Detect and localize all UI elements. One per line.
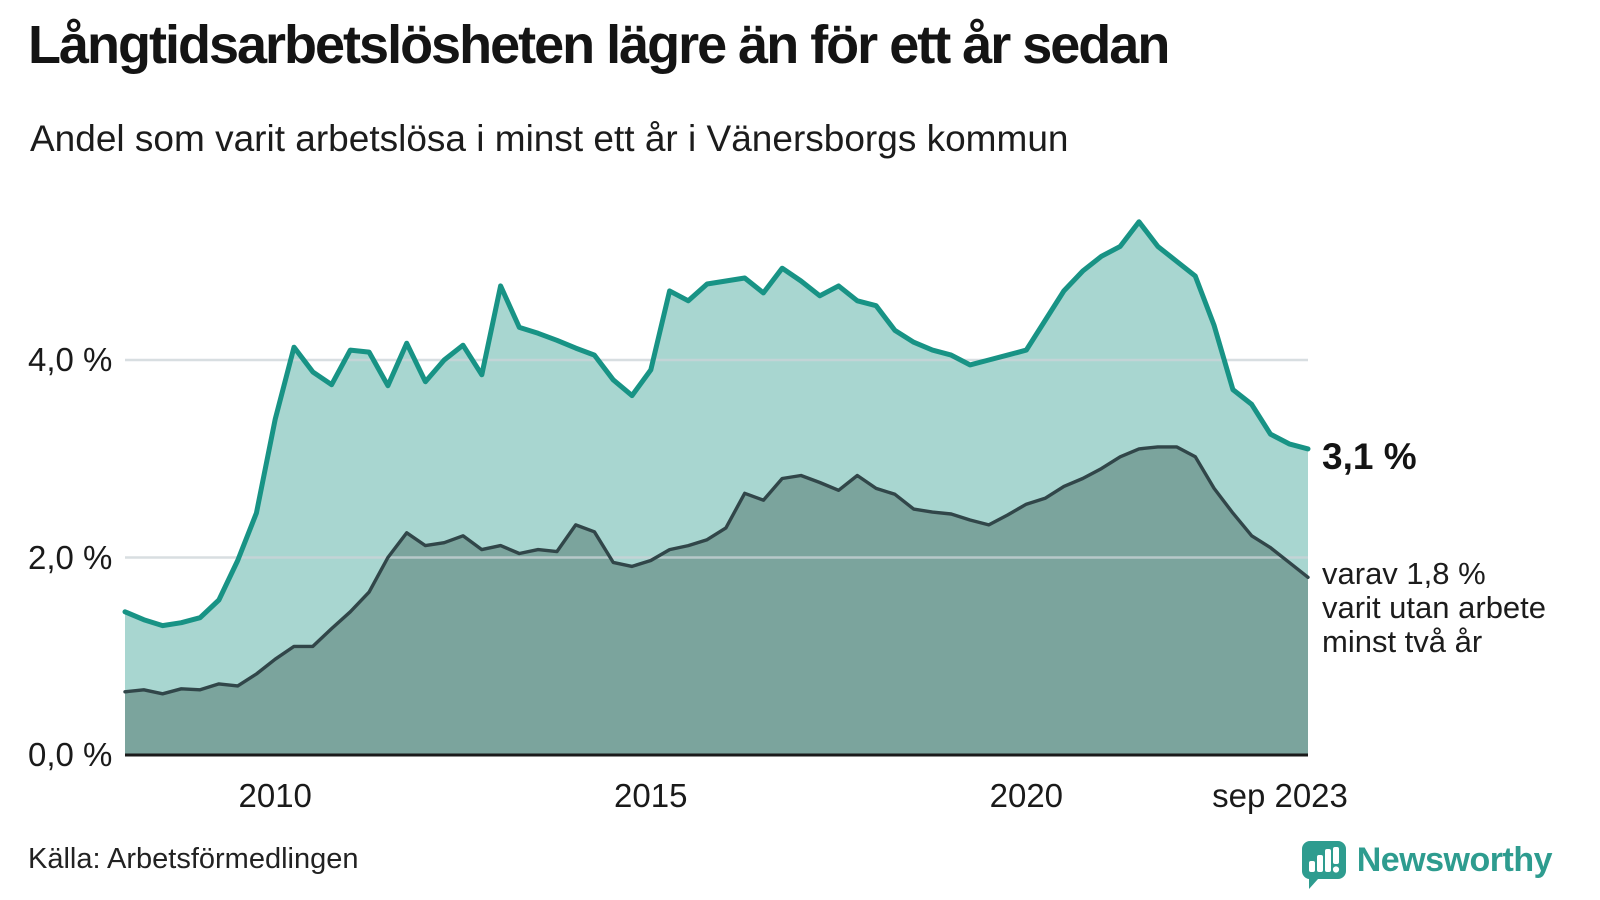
x-axis-label-2010: 2010 xyxy=(238,777,312,814)
y-axis-label-4: 4,0 % xyxy=(28,341,113,378)
x-axis-label-2015: 2015 xyxy=(614,777,688,814)
newsworthy-logo: Newsworthy xyxy=(1301,840,1553,890)
series-two-year-line xyxy=(123,445,1310,696)
newsworthy-bubble-chart-icon xyxy=(1301,841,1346,889)
newsworthy-wordmark: Newsworthy xyxy=(1356,841,1553,879)
secondary-annotation-line-2: varit utan arbete xyxy=(1322,590,1547,625)
y-axis-label-0: 0,0 % xyxy=(28,736,113,773)
series-total-line xyxy=(122,219,1311,629)
x-axis-label-2020: 2020 xyxy=(989,777,1064,814)
series-two-year-area xyxy=(125,446,1308,755)
latest-value-annotation: 3,1 % xyxy=(1322,436,1417,477)
secondary-annotation-line-1: varav 1,8 % xyxy=(1322,556,1486,591)
secondary-annotation-line-3: minst två år xyxy=(1322,624,1483,659)
x-axis-label-sep-2023: sep 2023 xyxy=(1212,777,1348,814)
page-subtitle: Andel som varit arbetslösa i minst ett å… xyxy=(30,118,1069,159)
y-axis-label-2: 2,0 % xyxy=(28,538,113,576)
source-caption: Källa: Arbetsförmedlingen xyxy=(28,843,359,875)
page-title: Långtidsarbetslösheten lägre än för ett … xyxy=(28,15,1170,75)
